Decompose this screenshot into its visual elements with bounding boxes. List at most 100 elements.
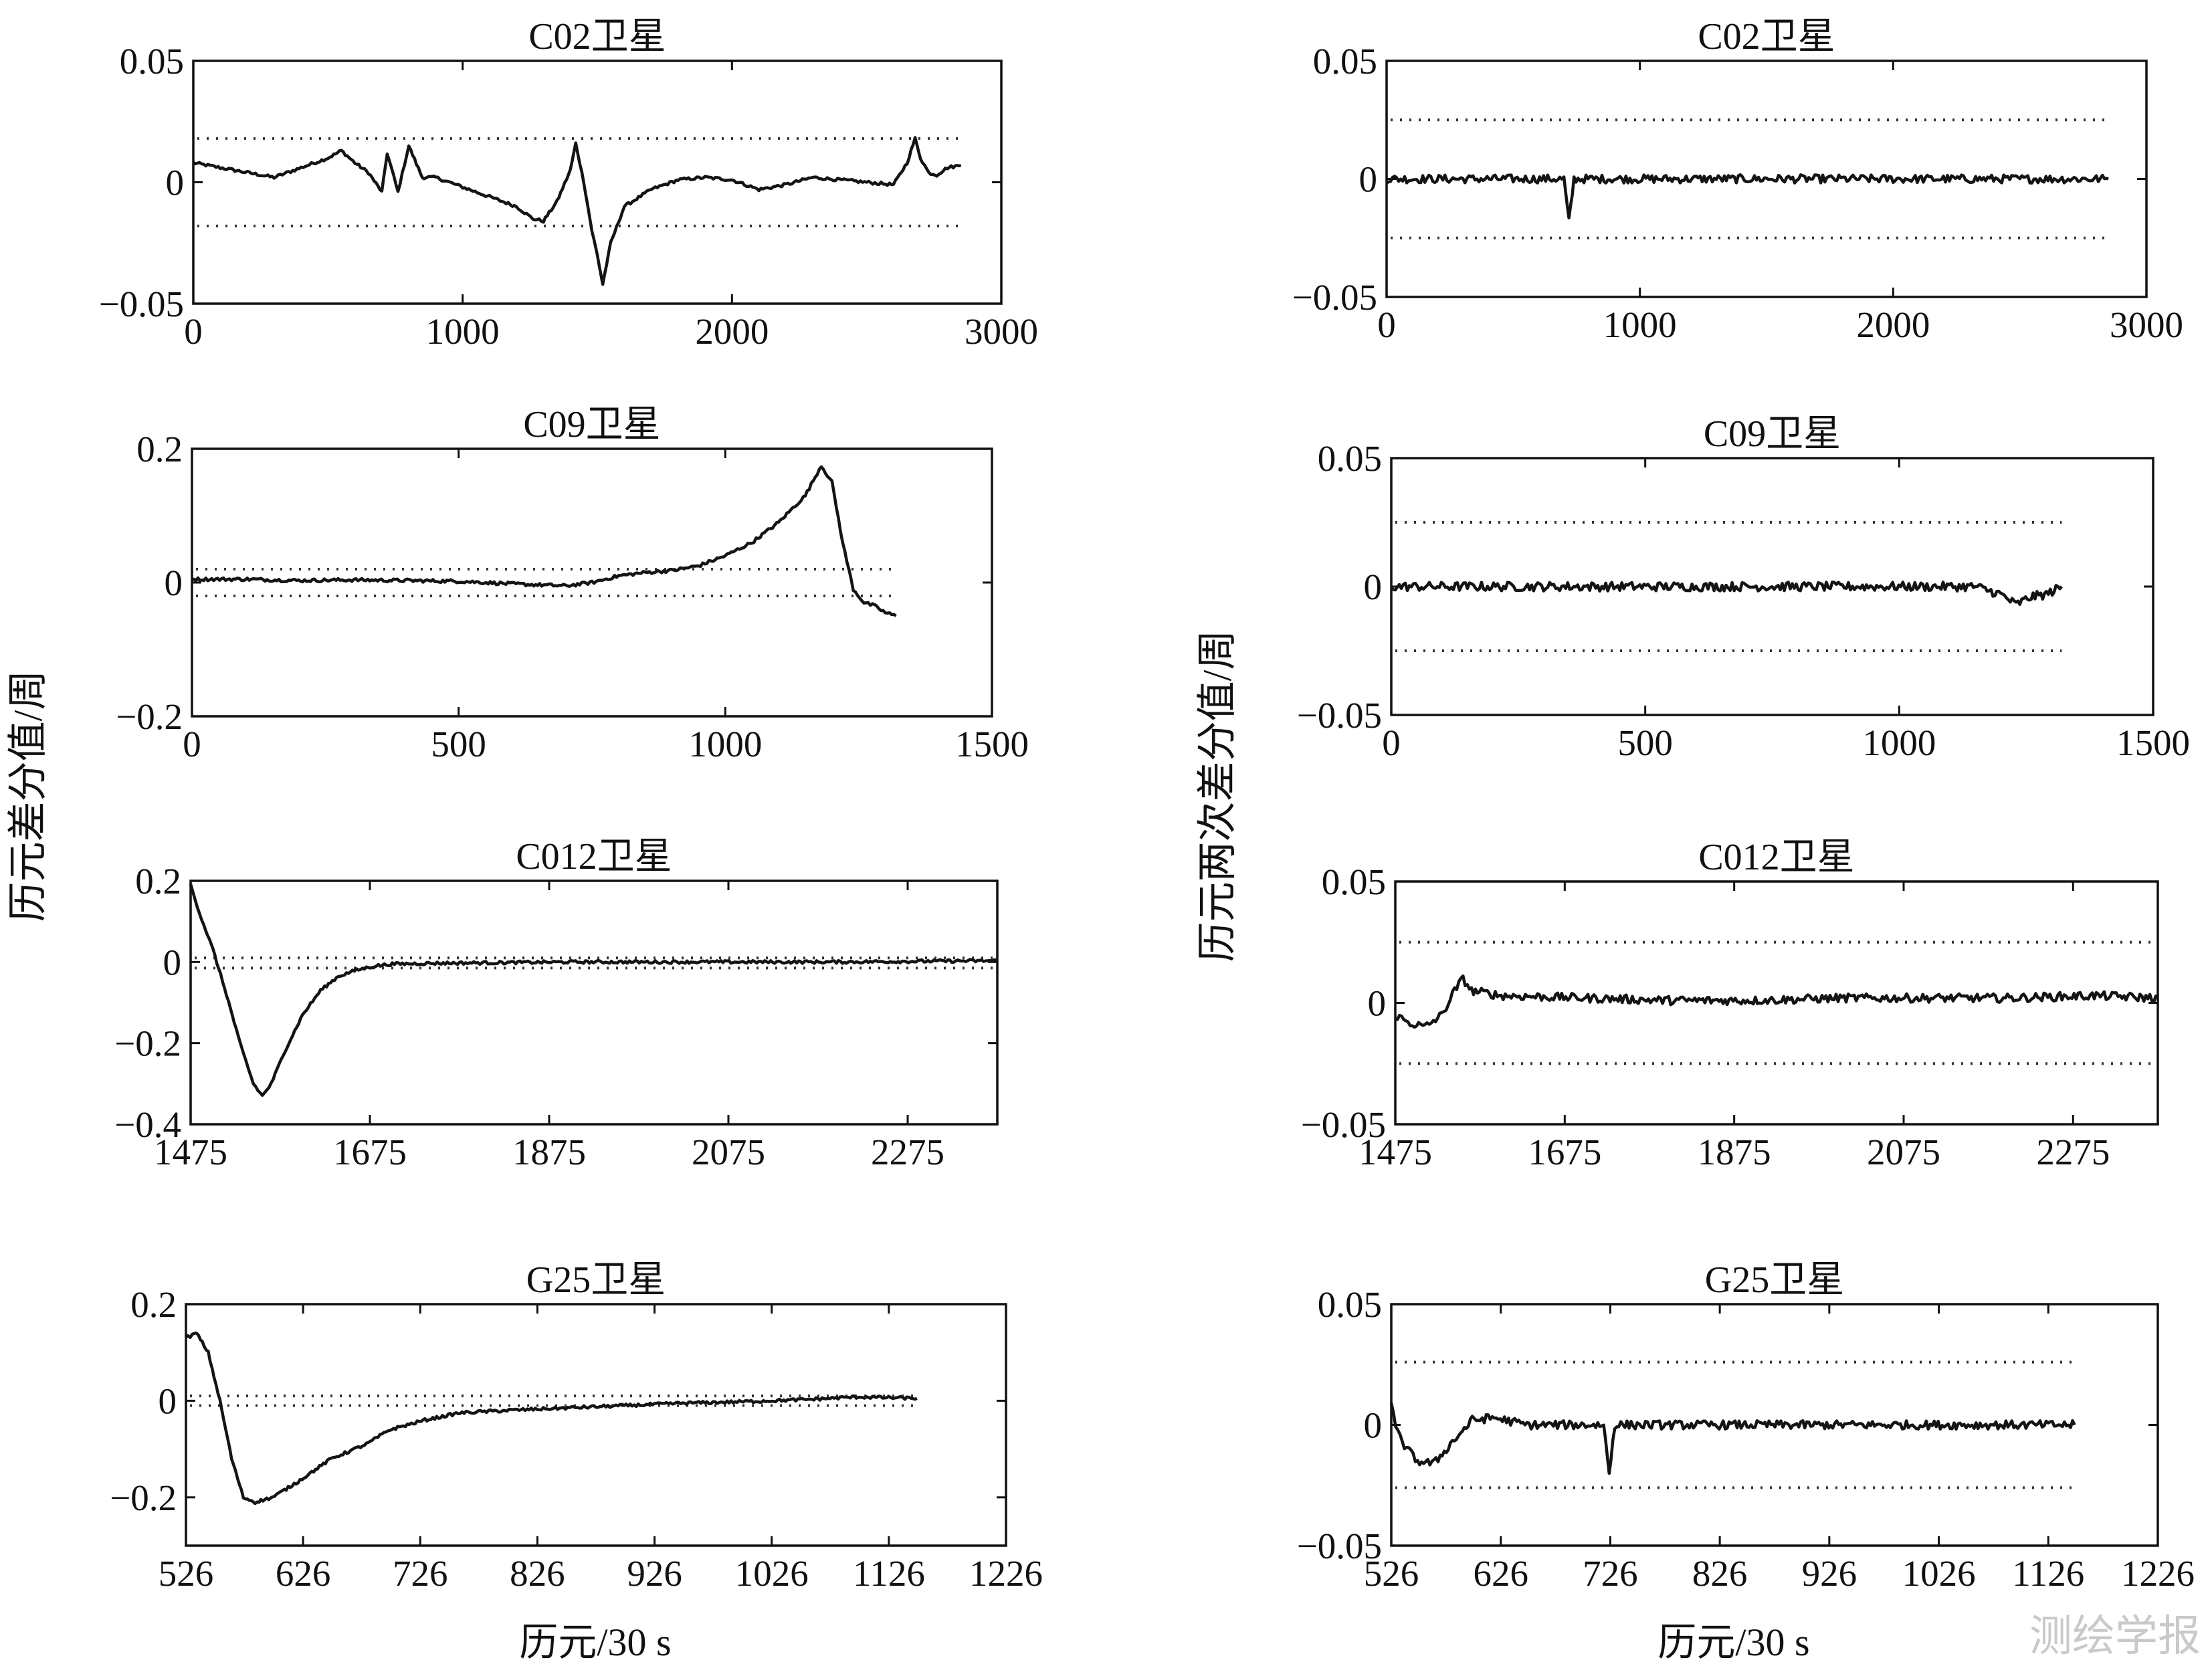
y-tick-label: −0.05 — [99, 284, 184, 324]
x-tick-label: 2275 — [2036, 1132, 2110, 1172]
plot-frame — [189, 879, 999, 1126]
x-tick-label: 1126 — [853, 1553, 925, 1594]
x-tick-label: 1000 — [1862, 722, 1936, 763]
x-tick-label: 3000 — [965, 311, 1038, 352]
x-tick-label: 826 — [510, 1553, 565, 1594]
y-tick-label: 0 — [159, 1380, 177, 1421]
x-tick-label: 626 — [276, 1553, 331, 1594]
subplot-title: C012卫星 — [516, 836, 672, 877]
data-series-line — [1395, 974, 2159, 1029]
subplot-title: C09卫星 — [1704, 413, 1841, 455]
y-tick-label: 0.05 — [1318, 438, 1382, 479]
x-tick-label: 826 — [1692, 1553, 1748, 1594]
x-tick-label: 926 — [627, 1553, 682, 1594]
subplot-title: G25卫星 — [526, 1259, 666, 1301]
subplot-L3: G25卫星 526 626 726 826 926 1026 1126 1226 0.2 0 −0.2 — [110, 1259, 1043, 1594]
x-tick-label: 2000 — [1856, 304, 1930, 345]
subplot-title: C012卫星 — [1698, 837, 1854, 878]
x-tick-label: 1500 — [2116, 722, 2190, 763]
data-series-line — [192, 136, 962, 286]
x-tick-label: 2075 — [692, 1132, 765, 1172]
x-tick-label: 926 — [1802, 1553, 1857, 1594]
y-tick-label: −0.05 — [1292, 277, 1377, 318]
y-tick-label: 0 — [1359, 159, 1378, 200]
y-tick-label: 0.2 — [135, 861, 181, 902]
data-series-line — [1390, 581, 2064, 606]
x-tick-label: 2275 — [871, 1132, 944, 1172]
x-tick-label: 1875 — [1698, 1132, 1771, 1172]
y-tick-label: −0.05 — [1297, 695, 1382, 736]
x-tick-label: 2000 — [695, 311, 769, 352]
data-series-line — [191, 465, 897, 617]
y-tick-label: −0.05 — [1301, 1104, 1386, 1145]
subplot-R3: G25卫星 526 626 726 826 926 1026 1126 1226 0.05 0 −0.… — [1297, 1259, 2195, 1594]
left-x-axis-label: 历元/30 s — [519, 1621, 671, 1662]
x-tick-label: 0 — [1377, 304, 1396, 345]
x-tick-label: 626 — [1473, 1553, 1528, 1594]
y-tick-label: 0 — [165, 562, 183, 603]
y-tick-label: 0.05 — [1322, 861, 1386, 902]
x-tick-label: 1675 — [1528, 1132, 1601, 1172]
x-tick-label: 1126 — [2012, 1553, 2084, 1594]
subplot-R2: C012卫星 1475 1675 1875 2075 2275 0.05 0 −0.05 — [1301, 837, 2159, 1172]
x-tick-label: 1475 — [154, 1132, 227, 1172]
y-tick-label: 0 — [163, 942, 182, 982]
right-x-axis-label: 历元/30 s — [1657, 1621, 1809, 1662]
y-tick-label: 0.2 — [130, 1284, 177, 1325]
subplot-title: C09卫星 — [523, 404, 660, 445]
right-y-axis-label: 历元两次差分值/周 — [1195, 630, 1239, 962]
x-tick-label: 526 — [159, 1553, 214, 1594]
x-tick-label: 1875 — [512, 1132, 586, 1172]
x-tick-label: 726 — [393, 1553, 448, 1594]
x-tick-label: 2075 — [1867, 1132, 1940, 1172]
y-tick-label: 0.05 — [1318, 1284, 1382, 1325]
subplot-title: G25卫星 — [1705, 1259, 1844, 1301]
x-tick-label: 1475 — [1359, 1132, 1432, 1172]
x-tick-label: 3000 — [2110, 304, 2183, 345]
subplot-title: C02卫星 — [528, 16, 666, 58]
data-series-line — [1389, 1403, 2076, 1475]
x-tick-label: 0 — [183, 724, 201, 764]
y-tick-label: −0.4 — [114, 1104, 181, 1145]
x-tick-label: 1000 — [1603, 304, 1677, 345]
x-tick-label: 526 — [1364, 1553, 1419, 1594]
x-tick-label: 1000 — [688, 724, 762, 764]
subplot-title: C02卫星 — [1698, 16, 1835, 58]
x-tick-label: 1226 — [969, 1553, 1043, 1594]
x-tick-label: 0 — [184, 311, 203, 352]
y-tick-label: 0 — [1364, 1405, 1383, 1446]
x-tick-label: 500 — [431, 724, 486, 764]
x-tick-label: 1026 — [735, 1553, 809, 1594]
y-tick-label: −0.05 — [1297, 1526, 1382, 1566]
y-tick-label: 0 — [1368, 983, 1387, 1024]
y-tick-label: 0.05 — [1313, 41, 1377, 82]
x-tick-label: 0 — [1382, 722, 1401, 763]
y-tick-label: 0.2 — [136, 429, 183, 470]
y-tick-label: 0.05 — [120, 41, 184, 82]
y-tick-label: −0.2 — [110, 1477, 177, 1518]
plot-frame — [185, 1303, 1007, 1547]
x-tick-label: 1675 — [333, 1132, 407, 1172]
y-tick-label: −0.2 — [114, 1023, 181, 1064]
x-tick-label: 726 — [1583, 1553, 1638, 1594]
data-series-line — [185, 1331, 918, 1505]
x-tick-label: 1500 — [955, 724, 1029, 764]
data-series-line — [1385, 173, 2109, 220]
x-tick-label: 1000 — [426, 311, 500, 352]
x-tick-label: 1226 — [2121, 1553, 2195, 1594]
y-tick-label: 0 — [166, 163, 185, 203]
x-tick-label: 500 — [1617, 722, 1673, 763]
subplot-L2: C012卫星 1475 1675 1875 2075 2275 0.2 0 −0.2 −0.4 — [114, 836, 999, 1172]
x-tick-label: 1026 — [1902, 1553, 1976, 1594]
data-series-line — [189, 884, 998, 1098]
watermark-text: 测绘学报 — [2029, 1613, 2201, 1660]
y-tick-label: −0.2 — [116, 696, 183, 737]
y-tick-label: 0 — [1364, 566, 1383, 607]
left-y-axis-label: 历元差分值/周 — [6, 670, 50, 922]
